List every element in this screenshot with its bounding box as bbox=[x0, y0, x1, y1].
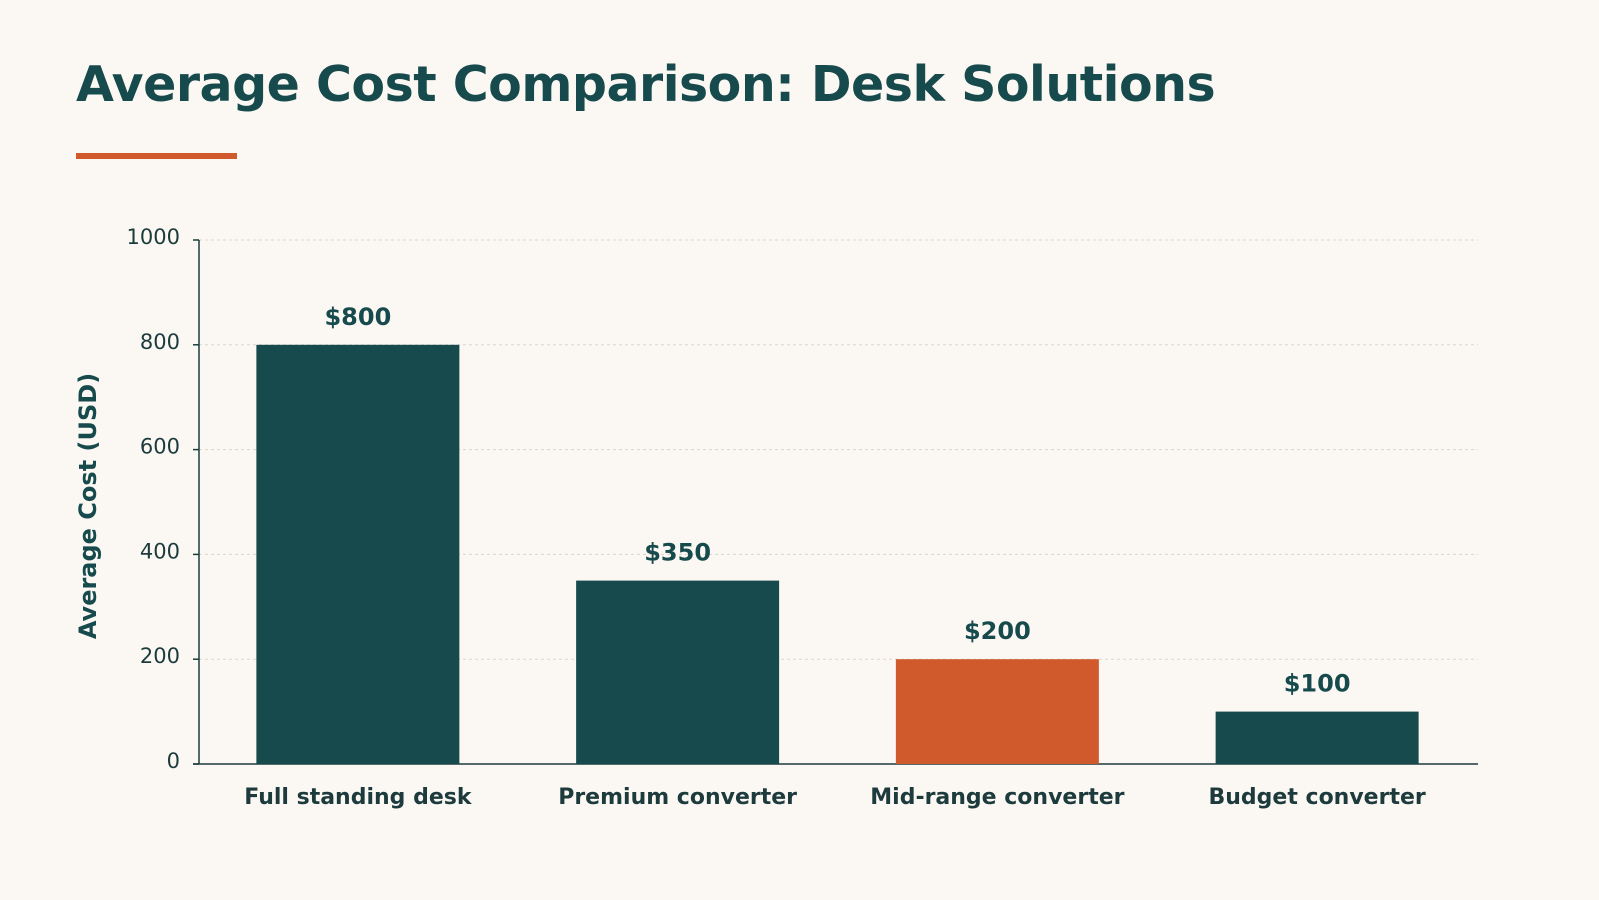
x-tick-label: Mid-range converter bbox=[870, 785, 1124, 810]
title-underline bbox=[76, 153, 237, 159]
labels: 0 200 400 600 800 1000 $800 Full standing desk $… bbox=[127, 225, 1426, 810]
y-tick-label: 0 bbox=[167, 749, 180, 773]
bar-value-label: $350 bbox=[644, 539, 711, 567]
bar-value-label: $100 bbox=[1284, 670, 1351, 698]
x-tick-label: Budget converter bbox=[1209, 785, 1426, 810]
bar-mid-range-converter bbox=[895, 659, 1099, 764]
bar-value-label: $200 bbox=[964, 617, 1031, 645]
y-axis-title: Average Cost (USD) bbox=[74, 373, 102, 639]
bars bbox=[256, 344, 1419, 764]
bar-premium-converter bbox=[576, 580, 780, 764]
bar-value-label: $800 bbox=[324, 303, 391, 331]
bar-budget-converter bbox=[1215, 711, 1419, 764]
x-tick-label: Full standing desk bbox=[244, 785, 473, 810]
y-tick-label: 1000 bbox=[127, 225, 180, 249]
chart-title: Average Cost Comparison: Desk Solutions bbox=[76, 56, 1216, 113]
x-tick-label: Premium converter bbox=[558, 785, 797, 810]
y-tick-label: 800 bbox=[140, 330, 180, 354]
y-tick-label: 200 bbox=[140, 644, 180, 668]
bar-full-standing-desk bbox=[256, 344, 460, 764]
y-tick-label: 600 bbox=[140, 435, 180, 459]
y-tick-label: 400 bbox=[140, 539, 180, 563]
